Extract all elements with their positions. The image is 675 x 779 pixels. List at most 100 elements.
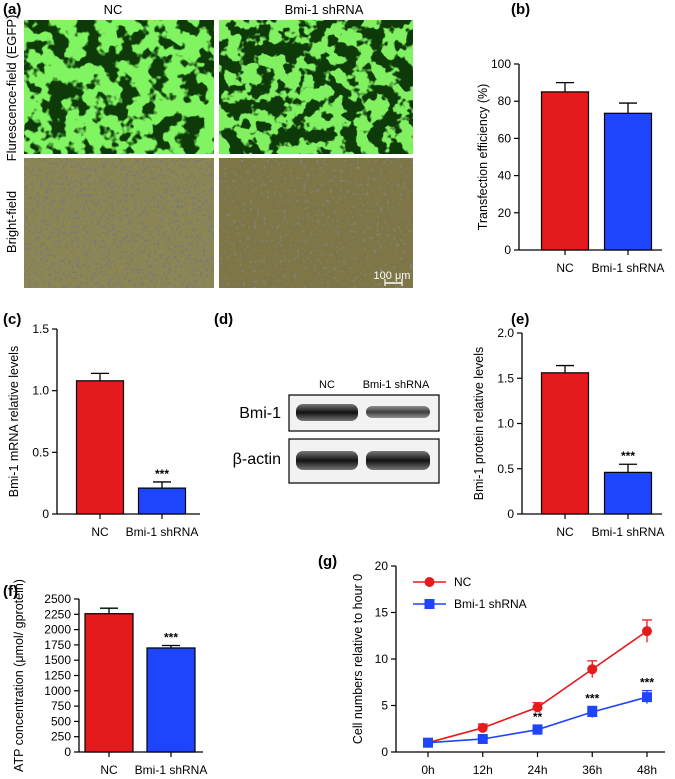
blot-col-shrna: Bmi-1 shRNA	[363, 379, 430, 391]
y-tick-label-b: 20	[498, 206, 512, 220]
blot-row-actin: β-actin	[233, 451, 281, 468]
bright-image-nc	[24, 158, 214, 288]
fluor-image-nc	[24, 20, 214, 154]
blot-band-bmi1-shrna	[366, 406, 430, 418]
scale-bar: 100 μm	[374, 270, 411, 286]
x-tick-label-g: 0h	[421, 763, 434, 777]
x-tick-label-g: 36h	[582, 763, 602, 777]
bright-image-shrna	[219, 158, 413, 288]
bar-b-1	[603, 112, 653, 251]
y-tick-label-c: 1.5	[32, 322, 49, 336]
y-tick-label-f: 2000	[44, 623, 71, 637]
significance-e-1: ***	[621, 449, 635, 463]
point-g-1-0	[423, 737, 433, 748]
point-g-0-2	[532, 702, 543, 713]
y-tick-label-c: 0.5	[32, 445, 49, 459]
x-tick-label-g: 12h	[473, 763, 493, 777]
y-tick-label-c: 1.0	[32, 384, 49, 398]
point-g-1-2	[532, 724, 543, 735]
blot-band-bmi1-nc	[296, 404, 358, 421]
blot-band-actin-nc	[296, 451, 358, 470]
y-tick-label-g: 0	[381, 745, 388, 759]
y-tick-label-g: 5	[381, 699, 388, 713]
blot-strip-actin	[288, 438, 440, 484]
y-tick-label-f: 250	[51, 730, 71, 744]
panel-a-col-nc: NC	[104, 2, 123, 17]
point-g-1-4	[642, 692, 652, 703]
x-tick-label-b: Bmi-1 shRNA	[592, 261, 665, 275]
y-axis-label-c: Bmi-1 mRNA relative levels	[7, 346, 21, 497]
y-tick-label-f: 500	[51, 714, 71, 728]
y-tick-label-e: 0.5	[497, 462, 514, 476]
point-g-0-1	[477, 722, 488, 733]
y-axis-label-e: Bmi-1 protein relative levels	[472, 347, 486, 501]
blot-strip-bmi1	[288, 394, 440, 432]
y-tick-label-f: 1000	[44, 684, 71, 698]
blot-col-nc: NC	[319, 379, 335, 391]
panel-a-label: (a)	[3, 1, 21, 18]
bar-e-0	[540, 372, 590, 515]
bar-c-0	[75, 380, 125, 515]
panel-b-label: (b)	[511, 1, 530, 18]
y-tick-label-e: 1.5	[497, 371, 514, 385]
y-tick-label-e: 0	[507, 507, 514, 521]
y-tick-label-b: 80	[498, 94, 512, 108]
x-tick-label-e: Bmi-1 shRNA	[592, 525, 665, 539]
y-tick-label-g: 10	[375, 652, 389, 666]
x-tick-label-g: 48h	[637, 763, 657, 777]
x-tick-label-e: NC	[556, 525, 574, 539]
significance-g-1-2: **	[533, 710, 543, 724]
y-tick-label-f: 750	[51, 699, 71, 713]
y-tick-label-f: 1250	[44, 669, 71, 683]
y-tick-label-e: 1.0	[497, 417, 514, 431]
y-tick-label-b: 60	[498, 131, 512, 145]
point-g-0-3	[587, 664, 598, 675]
blot-row-bmi1: Bmi-1	[239, 405, 281, 422]
panel-e-label: (e)	[511, 311, 529, 328]
panel-a-col-shrna: Bmi-1 shRNA	[285, 2, 364, 17]
y-tick-label-e: 2.0	[497, 326, 514, 340]
legend-label-0: NC	[454, 575, 472, 589]
blot-band-actin-shrna	[366, 451, 430, 470]
chart-c: (c) 0 0.5 1.0 1.5 Bmi-1 mRNA relative levels N…	[3, 311, 200, 539]
y-tick-label-b: 0	[504, 243, 511, 257]
legend-label-1: Bmi-1 shRNA	[454, 597, 527, 611]
y-tick-label-f: 0	[64, 745, 71, 759]
bar-f-0	[84, 613, 134, 753]
y-tick-label-g: 20	[375, 559, 389, 573]
bar-f-1	[146, 647, 196, 753]
y-tick-label-f: 1500	[44, 653, 71, 667]
scale-bar-label: 100 μm	[374, 270, 411, 282]
panel-d-label: (d)	[214, 311, 233, 328]
x-tick-label-b: NC	[556, 261, 574, 275]
bar-c-1	[137, 487, 187, 515]
panel-f-label: (f)	[3, 583, 18, 600]
y-axis-label-g: Cell numbers relative to hour 0	[351, 574, 365, 744]
panel-a: (a) NC Bmi-1 shRNA Flurescence-field (EG…	[3, 1, 413, 288]
x-tick-label-g: 24h	[527, 763, 547, 777]
fluor-image-shrna	[219, 20, 413, 154]
significance-g-1-4: ***	[640, 676, 654, 690]
x-tick-label-f: NC	[100, 763, 118, 777]
x-tick-label-f: Bmi-1 shRNA	[135, 763, 208, 777]
legend-marker-1	[424, 599, 435, 609]
y-tick-label-f: 2250	[44, 607, 71, 621]
significance-g-1-3: ***	[585, 691, 599, 705]
y-axis-label-b: Transfection efficiency (%)	[476, 84, 490, 231]
y-tick-label-c: 0	[42, 507, 49, 521]
panel-c-label: (c)	[3, 311, 21, 328]
y-tick-label-f: 1750	[44, 638, 71, 652]
panel-a-row-bright: Bright-field	[4, 191, 19, 253]
y-tick-label-g: 15	[375, 606, 389, 620]
bar-e-1	[603, 471, 653, 515]
panel-a-row-fluor: Flurescence-field (EGFP)	[4, 15, 19, 162]
point-g-1-3	[587, 707, 598, 718]
bar-b-0	[540, 91, 590, 251]
chart-e: (e) 0 0.5 1.0 1.5 2.0 Bmi-1 protein relative l…	[472, 311, 664, 539]
panel-g-label: (g)	[318, 553, 337, 570]
point-g-0-4	[642, 626, 652, 637]
point-g-1-1	[477, 733, 488, 744]
significance-f-1: ***	[164, 631, 178, 645]
